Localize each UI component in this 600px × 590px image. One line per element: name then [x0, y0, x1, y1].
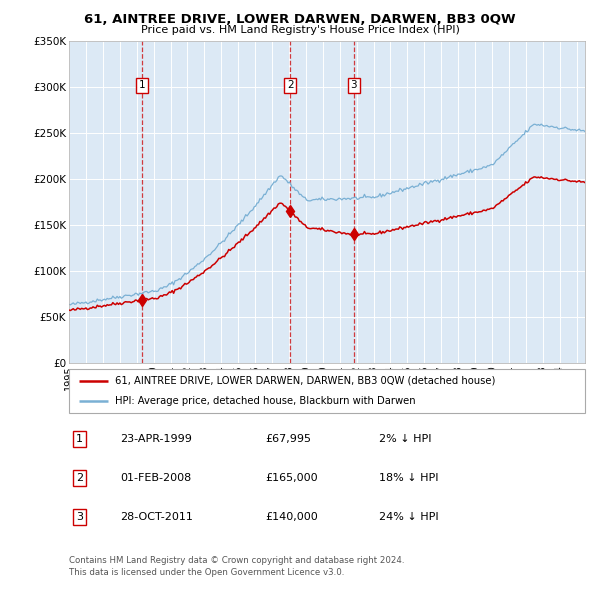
Text: Contains HM Land Registry data © Crown copyright and database right 2024.
This d: Contains HM Land Registry data © Crown c…: [69, 556, 404, 576]
Text: 2% ↓ HPI: 2% ↓ HPI: [379, 434, 431, 444]
Text: 3: 3: [350, 80, 357, 90]
Text: £67,995: £67,995: [265, 434, 311, 444]
Text: 28-OCT-2011: 28-OCT-2011: [121, 512, 193, 522]
Text: Price paid vs. HM Land Registry's House Price Index (HPI): Price paid vs. HM Land Registry's House …: [140, 25, 460, 35]
Text: 3: 3: [76, 512, 83, 522]
Text: £165,000: £165,000: [265, 473, 318, 483]
Text: 18% ↓ HPI: 18% ↓ HPI: [379, 473, 438, 483]
Text: 23-APR-1999: 23-APR-1999: [121, 434, 193, 444]
Text: 24% ↓ HPI: 24% ↓ HPI: [379, 512, 438, 522]
FancyBboxPatch shape: [69, 369, 585, 413]
Text: 1: 1: [139, 80, 145, 90]
Text: 61, AINTREE DRIVE, LOWER DARWEN, DARWEN, BB3 0QW (detached house): 61, AINTREE DRIVE, LOWER DARWEN, DARWEN,…: [115, 376, 496, 386]
Text: 2: 2: [76, 473, 83, 483]
Text: 01-FEB-2008: 01-FEB-2008: [121, 473, 192, 483]
Text: HPI: Average price, detached house, Blackburn with Darwen: HPI: Average price, detached house, Blac…: [115, 396, 416, 406]
Text: 61, AINTREE DRIVE, LOWER DARWEN, DARWEN, BB3 0QW: 61, AINTREE DRIVE, LOWER DARWEN, DARWEN,…: [84, 13, 516, 26]
Text: 2: 2: [287, 80, 293, 90]
Text: £140,000: £140,000: [265, 512, 318, 522]
Text: 1: 1: [76, 434, 83, 444]
